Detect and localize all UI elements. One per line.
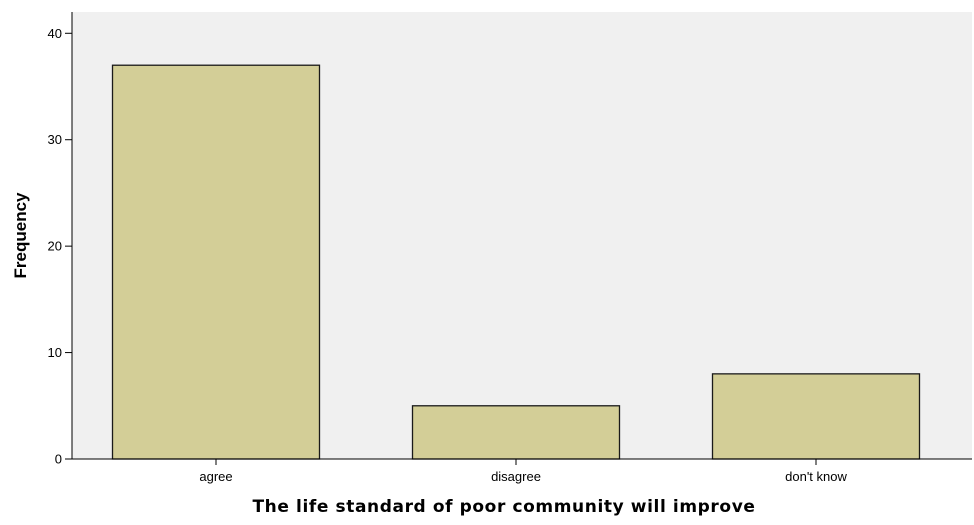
y-axis-title: Frequency [11, 192, 30, 279]
bar-agree [111, 64, 321, 460]
bar-disagree [411, 405, 621, 460]
bars [111, 64, 921, 460]
ticks: 0 10 20 30 40 agree disagree don't know [48, 26, 848, 484]
axes [71, 12, 972, 460]
y-tick-label: 20 [48, 239, 62, 254]
x-tick-label: disagree [491, 469, 541, 484]
bar-don-t-know [711, 373, 921, 460]
x-tick-label: agree [199, 469, 232, 484]
x-axis-title: The life standard of poor community will… [252, 497, 755, 517]
y-tick-label: 0 [55, 452, 62, 467]
y-tick-label: 30 [48, 132, 62, 147]
x-tick-label: don't know [785, 469, 847, 484]
y-tick-label: 40 [48, 26, 62, 41]
y-tick-label: 10 [48, 345, 62, 360]
